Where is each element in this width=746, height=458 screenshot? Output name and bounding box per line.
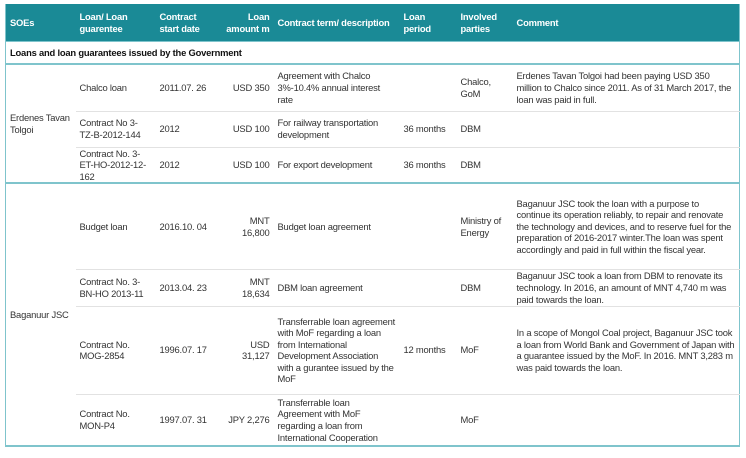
table-row: Contract No. 3-BN-HO 2013-11 2013.04. 23 M…: [6, 268, 740, 307]
cell-amount: USD 100: [217, 110, 274, 147]
cell-loan: Contract No. 3-ET-HO-2012-12-162: [75, 146, 156, 184]
cell-term: Budget loan agreement: [277, 220, 371, 232]
cell-date: 2012: [155, 146, 218, 184]
header-amount: Loan amount m: [217, 4, 274, 42]
cell-comment: [512, 110, 740, 147]
cell-loan: Contract No. MOG-2854: [75, 305, 156, 395]
table-row: Erdenes Tavan Tolgoi Chalco loan 2011.07. …: [5, 64, 740, 135]
cell-date: 2016.10. 04: [159, 220, 208, 232]
table-row: Contract No. MOG-2854 1996.07. 17 USD 31,1…: [6, 305, 740, 395]
cell-comment: [512, 393, 740, 447]
loans-table: SOEs Loan/ Loan guarentee Contract start…: [5, 4, 740, 448]
cell-term: Agreement with Chalco 3%-10.4% annual in…: [277, 70, 381, 105]
cell-amount: MNT 18,634: [217, 268, 274, 307]
cell-comment: Erdenes Tavan Tolgoi had been paying USD…: [516, 70, 732, 105]
cell-date: 2012: [155, 110, 218, 147]
section-row: Loans and loan guarantees issued by the …: [5, 41, 740, 65]
cell-amount: MNT 16,800: [242, 214, 270, 238]
cell-loan: Contract No 3-TZ-B-2012-144: [75, 110, 156, 147]
cell-comment: Baganuur JSC took a loan from DBM to ren…: [512, 268, 740, 307]
table-row: Baganuur JSC Budget loan 2016.10. 04 MNT 16…: [5, 183, 740, 320]
cell-period: [399, 268, 457, 307]
cell-term: DBM loan agreement: [273, 268, 400, 307]
cell-term: For railway transportation development: [273, 110, 400, 147]
cell-amount: USD 100: [217, 146, 274, 184]
cell-loan: Budget loan: [79, 220, 128, 232]
cell-period: [399, 393, 457, 447]
cell-date: 1997.07. 31: [155, 393, 218, 447]
cell-parties: DBM: [456, 110, 513, 147]
cell-loan: Contract No. 3-BN-HO 2013-11: [75, 268, 156, 307]
cell-parties: DBM: [456, 268, 513, 307]
cell-term: Transferrable loan agreement with MoF re…: [273, 305, 400, 395]
cell-date: 2013.04. 23: [155, 268, 218, 307]
table-row: Contract No. MON-P4 1997.07. 31 JPY 2,276 T…: [6, 393, 740, 447]
cell-amount: USD 350: [232, 81, 270, 93]
cell-comment: Baganuur JSC took the loan with a purpos…: [516, 197, 732, 255]
soe-name: Baganuur JSC: [10, 308, 69, 320]
cell-period: 36 months: [399, 110, 457, 147]
header-period: Loan period: [399, 4, 457, 42]
cell-comment: In a scope of Mongol Coal project, Bagan…: [512, 305, 740, 395]
cell-period: [400, 64, 457, 111]
header-date: Contract start date: [155, 4, 218, 42]
cell-period: 36 months: [399, 146, 457, 184]
cell-date: 2011.07. 26: [159, 81, 207, 93]
cell-term: For export development: [273, 146, 400, 184]
header-parties: Involved parties: [456, 4, 513, 42]
cell-parties: MoF: [456, 393, 513, 447]
header-soes: SOEs: [5, 4, 76, 42]
cell-amount: JPY 2,276: [217, 393, 274, 447]
cell-parties: DBM: [456, 146, 513, 184]
cell-parties: Ministry of Energy: [460, 214, 502, 238]
cell-parties: MoF: [456, 305, 513, 395]
soe-name: Erdenes Tavan Tolgoi: [10, 112, 70, 135]
header-row: SOEs Loan/ Loan guarentee Contract start…: [5, 4, 740, 42]
cell-term: Transferrable loan Agreement with MoF re…: [273, 393, 400, 447]
cell-loan: Chalco loan: [79, 81, 128, 93]
header-loan: Loan/ Loan guarentee: [75, 4, 156, 42]
cell-period: [400, 183, 457, 269]
table-row: Contract No 3-TZ-B-2012-144 2012 USD 100 Fo…: [6, 110, 740, 147]
cell-period: 12 months: [399, 305, 457, 395]
cell-amount: USD 31,127: [217, 305, 274, 395]
section-title: Loans and loan guarantees issued by the …: [5, 41, 740, 65]
cell-parties: Chalco, GoM: [460, 76, 492, 99]
cell-comment: [512, 146, 740, 184]
cell-date: 1996.07. 17: [155, 305, 218, 395]
header-term: Contract term/ description: [273, 4, 400, 42]
table-row: Contract No. 3-ET-HO-2012-12-162 2012 USD …: [6, 146, 740, 184]
cell-loan: Contract No. MON-P4: [75, 393, 156, 447]
header-comment: Comment: [512, 4, 740, 42]
